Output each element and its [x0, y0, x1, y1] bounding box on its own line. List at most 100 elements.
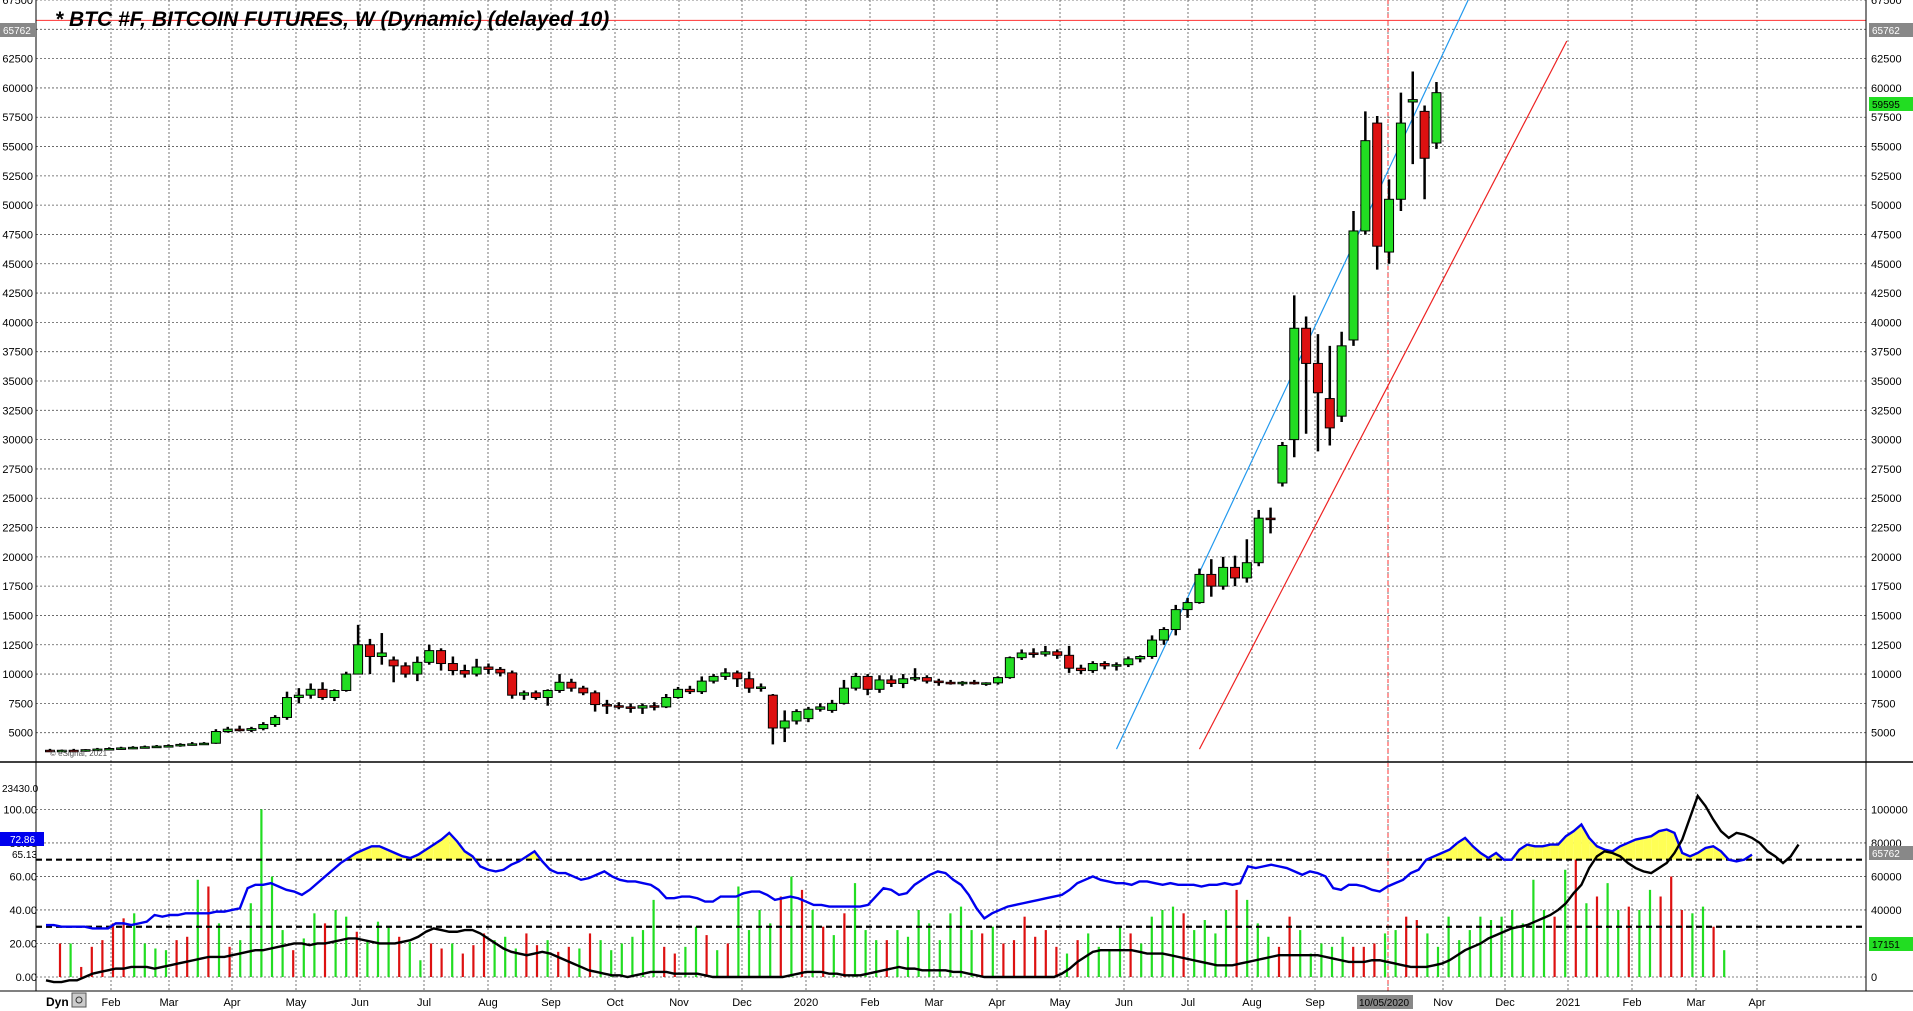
candle-body [542, 689, 553, 699]
x-tick-label: Sep [1305, 997, 1325, 1009]
candle-body [756, 686, 766, 689]
overbought-fill [371, 846, 380, 860]
x-tick-label: Feb [1623, 997, 1642, 1009]
overbought-fill [1635, 837, 1644, 860]
overbought-fill [1441, 849, 1450, 860]
overbought-fill [1519, 844, 1528, 860]
candle-body [246, 728, 257, 731]
candle-body [68, 749, 79, 753]
overbought-fill [1449, 842, 1458, 860]
candle-body [1087, 663, 1098, 672]
price-tick-label-left: 7500 [9, 698, 33, 710]
candle-body [1111, 664, 1122, 667]
osc-tick-label-left: 20.00 [9, 938, 37, 950]
price-tick-label-right: 42500 [1871, 288, 1902, 300]
candle-body [424, 650, 435, 663]
x-tick-label: Aug [1242, 997, 1262, 1009]
candle-body [886, 679, 897, 684]
overbought-fill [1565, 831, 1574, 860]
x-tick-label: Mar [925, 997, 944, 1009]
settings-icon[interactable] [71, 992, 87, 1008]
candle-body [1395, 122, 1406, 200]
overbought-fill [1534, 846, 1543, 860]
svg-text:17151: 17151 [1872, 940, 1900, 951]
candle-body [258, 723, 269, 730]
candle-body [673, 688, 684, 699]
overbought-fill [1697, 847, 1706, 860]
candle-body [1265, 517, 1276, 521]
candle-body [613, 705, 624, 708]
overbought-fill [1542, 844, 1551, 860]
candle-body [92, 748, 103, 752]
price-tick-label-right: 10000 [1871, 669, 1902, 681]
osc-tick-label-left: 100.00 [3, 804, 37, 816]
candle-body [459, 670, 470, 675]
svg-text:23430.0: 23430.0 [2, 784, 39, 795]
price-tick-label-left: 30000 [2, 435, 33, 447]
candle-body [862, 675, 873, 690]
x-tick-label: Apr [223, 997, 240, 1009]
overbought-fill [1550, 844, 1559, 860]
overbought-fill [1472, 846, 1481, 860]
osc-tick-label-left: 60.00 [9, 871, 37, 883]
x-tick-label: Dec [732, 997, 752, 1009]
candle-body [45, 749, 55, 753]
watermark: © eSignal, 2021 [50, 749, 108, 758]
price-panel[interactable] [36, 0, 1866, 991]
candle-body [981, 682, 992, 685]
candle-body [1004, 657, 1015, 679]
x-tick-label: Aug [478, 997, 498, 1009]
candle-body [1312, 362, 1323, 394]
candle-body [1241, 562, 1252, 579]
candle-body [1028, 652, 1039, 655]
candle-body [329, 689, 340, 699]
candle-body [1075, 667, 1086, 672]
candle-body [1360, 140, 1371, 232]
candle-body [199, 742, 210, 746]
dyn-button[interactable]: Dyn [46, 995, 69, 1009]
overbought-fill [1643, 836, 1652, 860]
candle-body [637, 705, 648, 709]
osc-current-badge: 72.86 [0, 832, 44, 846]
candle-body [874, 679, 885, 690]
osc-tick-label-right: 40000 [1871, 905, 1902, 917]
candle-body [1052, 651, 1063, 656]
price-tick-label-right: 35000 [1871, 376, 1902, 388]
candle-body [1431, 92, 1442, 144]
candle-body [400, 665, 411, 675]
overbought-fill [1573, 824, 1582, 860]
overbought-fill [1658, 829, 1667, 860]
candle-body [1407, 99, 1418, 103]
price-tick-label-left: 12500 [2, 640, 33, 652]
x-tick-label: Jun [351, 997, 369, 1009]
price-tick-label-right: 15000 [1871, 610, 1902, 622]
price-tick-label-right: 50000 [1871, 200, 1902, 212]
price-tick-label-left: 10000 [2, 669, 33, 681]
osc-tick-label-right: 60000 [1871, 871, 1902, 883]
overbought-fill [1581, 824, 1590, 860]
price-tick-label-left: 35000 [2, 376, 33, 388]
oscillator-panel[interactable] [36, 793, 1866, 984]
price-tick-label-left: 42500 [2, 288, 33, 300]
svg-text:10/05/2020: 10/05/2020 [1359, 998, 1409, 1009]
overbought-fill [1589, 837, 1597, 860]
x-tick-label: Nov [1433, 997, 1453, 1009]
candle-body [175, 743, 186, 747]
candle-body [1419, 110, 1430, 159]
x-tick-label: Apr [1748, 997, 1765, 1009]
slow-line [45, 793, 1800, 984]
price-tick-label-left: 5000 [9, 728, 33, 740]
price-tick-label-left: 20000 [2, 552, 33, 564]
chart-title: * BTC #F, BITCOIN FUTURES, W (Dynamic) (… [55, 8, 609, 31]
x-tick-label: Jun [1115, 997, 1133, 1009]
candle-body [815, 706, 826, 710]
x-tick-label: 2020 [794, 997, 818, 1009]
x-tick-label: Nov [669, 997, 689, 1009]
price-tick-label-right: 45000 [1871, 259, 1902, 271]
price-tick-label-left: 37500 [2, 347, 33, 359]
candle-body [1372, 122, 1383, 247]
candle-body [1253, 517, 1264, 564]
candle-body [483, 666, 494, 670]
